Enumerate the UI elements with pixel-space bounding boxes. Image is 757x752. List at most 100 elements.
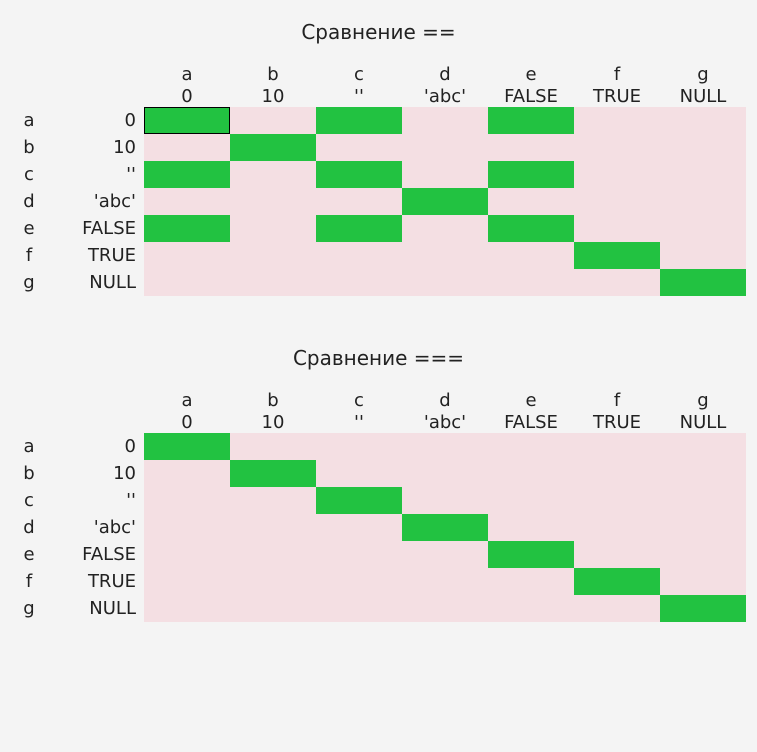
section-title: Сравнение == bbox=[10, 20, 747, 44]
row-value: 'abc' bbox=[48, 514, 144, 541]
matrix-cell bbox=[660, 487, 746, 514]
matrix-cell bbox=[402, 242, 488, 269]
matrix-cell bbox=[144, 460, 230, 487]
matrix-cell bbox=[402, 568, 488, 595]
matrix-cell bbox=[574, 188, 660, 215]
matrix-cell bbox=[660, 541, 746, 568]
col-value: 10 bbox=[230, 86, 316, 108]
matrix-cell bbox=[660, 269, 746, 296]
col-letter: f bbox=[574, 64, 660, 86]
matrix-cell bbox=[230, 134, 316, 161]
matrix-cell bbox=[316, 487, 402, 514]
matrix-cell bbox=[144, 514, 230, 541]
matrix-cell bbox=[574, 487, 660, 514]
matrix-cell bbox=[488, 541, 574, 568]
matrix-cell bbox=[574, 161, 660, 188]
row-value: 0 bbox=[48, 107, 144, 134]
matrix-cell bbox=[316, 242, 402, 269]
matrix-cell bbox=[316, 460, 402, 487]
matrix-cell bbox=[230, 215, 316, 242]
spacer bbox=[10, 86, 48, 108]
matrix-cell bbox=[144, 134, 230, 161]
col-letter: c bbox=[316, 64, 402, 86]
col-value: TRUE bbox=[574, 86, 660, 108]
row-value: NULL bbox=[48, 269, 144, 296]
matrix-cell bbox=[660, 568, 746, 595]
matrix-cell bbox=[316, 269, 402, 296]
matrix-cell bbox=[488, 514, 574, 541]
row-letter: f bbox=[10, 568, 48, 595]
row-value: '' bbox=[48, 487, 144, 514]
matrix-cell bbox=[574, 595, 660, 622]
table-row: eFALSE bbox=[10, 215, 747, 242]
matrix-cell bbox=[316, 107, 402, 134]
matrix-cell bbox=[402, 269, 488, 296]
matrix-cell bbox=[402, 188, 488, 215]
matrix-cell bbox=[660, 242, 746, 269]
table-row: eFALSE bbox=[10, 541, 747, 568]
table-row: fTRUE bbox=[10, 242, 747, 269]
row-letter: d bbox=[10, 514, 48, 541]
matrix-cell bbox=[144, 269, 230, 296]
matrix-cell bbox=[144, 487, 230, 514]
row-letter: d bbox=[10, 188, 48, 215]
matrix-cell bbox=[660, 161, 746, 188]
row-letter: b bbox=[10, 460, 48, 487]
table-row: gNULL bbox=[10, 269, 747, 296]
row-value: 0 bbox=[48, 433, 144, 460]
matrix-cell bbox=[574, 107, 660, 134]
row-letter: c bbox=[10, 487, 48, 514]
col-value: TRUE bbox=[574, 412, 660, 434]
matrix-cell bbox=[574, 568, 660, 595]
section-title: Сравнение === bbox=[10, 346, 747, 370]
col-value: FALSE bbox=[488, 86, 574, 108]
matrix-cell bbox=[316, 541, 402, 568]
matrix-cell bbox=[488, 595, 574, 622]
matrix-cell bbox=[660, 460, 746, 487]
table-row: gNULL bbox=[10, 595, 747, 622]
matrix-cell bbox=[230, 188, 316, 215]
matrix-cell bbox=[660, 188, 746, 215]
matrix-cell bbox=[402, 595, 488, 622]
col-letter: c bbox=[316, 390, 402, 412]
col-letter: b bbox=[230, 390, 316, 412]
col-value: NULL bbox=[660, 412, 746, 434]
matrix-cell bbox=[230, 487, 316, 514]
matrix-cell bbox=[488, 568, 574, 595]
matrix-cell bbox=[230, 269, 316, 296]
matrix-cell bbox=[660, 595, 746, 622]
col-letter: g bbox=[660, 64, 746, 86]
matrix-cell bbox=[660, 215, 746, 242]
column-header-letters: abcdefg bbox=[10, 64, 747, 86]
matrix-cell bbox=[230, 541, 316, 568]
matrix-cell bbox=[574, 460, 660, 487]
matrix-cell bbox=[316, 215, 402, 242]
matrix-cell bbox=[660, 514, 746, 541]
column-header-values: 010'''abc'FALSETRUENULL bbox=[10, 86, 747, 108]
matrix-cell bbox=[316, 433, 402, 460]
spacer bbox=[10, 390, 48, 412]
table-row: d'abc' bbox=[10, 188, 747, 215]
col-value: 0 bbox=[144, 86, 230, 108]
col-letter: f bbox=[574, 390, 660, 412]
matrix-cell bbox=[488, 460, 574, 487]
table-row: d'abc' bbox=[10, 514, 747, 541]
matrix-cell bbox=[144, 568, 230, 595]
matrix-cell bbox=[402, 161, 488, 188]
matrix-cell bbox=[574, 514, 660, 541]
matrix-cell bbox=[574, 541, 660, 568]
row-value: NULL bbox=[48, 595, 144, 622]
col-value: NULL bbox=[660, 86, 746, 108]
matrix-cell bbox=[488, 107, 574, 134]
matrix-cell bbox=[402, 541, 488, 568]
matrix-cell bbox=[402, 514, 488, 541]
matrix-cell bbox=[144, 433, 230, 460]
matrix-cell bbox=[144, 107, 230, 134]
matrix-cell bbox=[488, 433, 574, 460]
matrix-cell bbox=[402, 134, 488, 161]
spacer bbox=[48, 64, 144, 86]
col-value: 'abc' bbox=[402, 86, 488, 108]
spacer bbox=[48, 412, 144, 434]
matrix-cell bbox=[316, 161, 402, 188]
col-letter: d bbox=[402, 64, 488, 86]
